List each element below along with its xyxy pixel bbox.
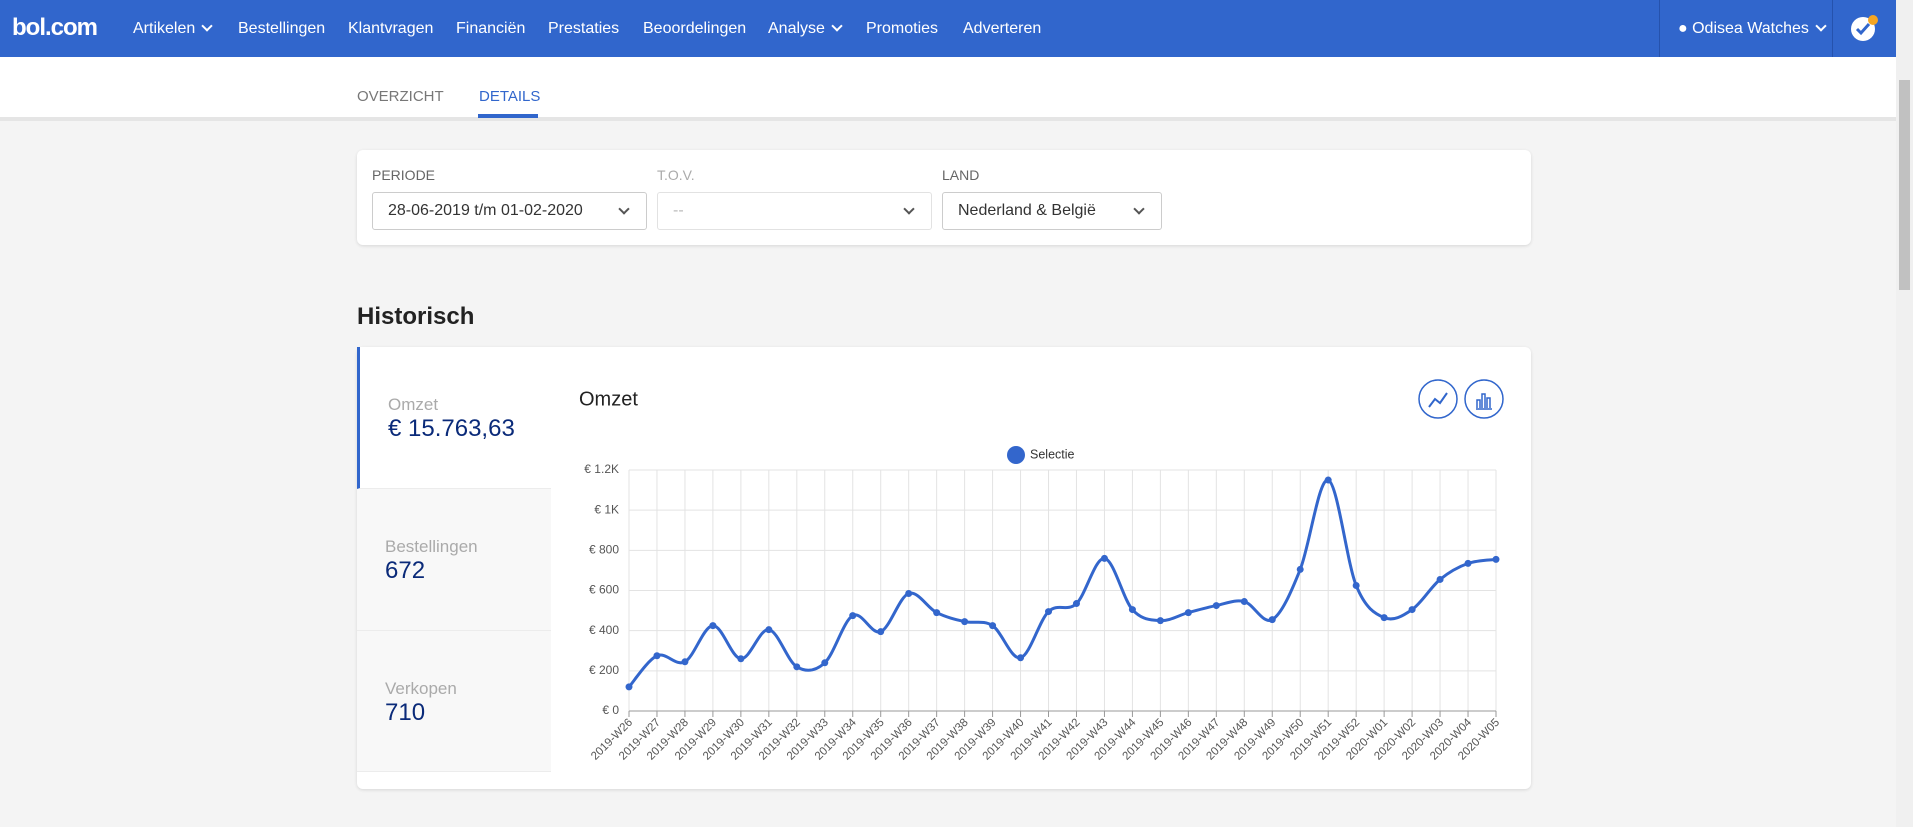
point [737,655,745,663]
line [627,478,1497,688]
nav-item[interactable]: Bestellingen [238,20,326,37]
point [1017,654,1025,662]
point [1240,598,1248,606]
nav-item[interactable]: Analyse [768,20,843,38]
point [849,612,857,620]
tab-bar [0,57,1896,121]
point [1128,606,1136,614]
nav-label[interactable]: Artikelen [133,20,196,37]
point [765,626,773,634]
compare-select: -- [657,192,932,230]
filter-label: LAND [942,167,980,183]
line-view-button[interactable] [1418,379,1458,419]
nav-item[interactable]: Financiën [456,20,526,37]
point [1184,609,1192,617]
nav-item[interactable]: Adverteren [963,20,1042,37]
point [961,618,969,626]
logo[interactable]: bol.com [12,14,98,41]
point [1408,606,1416,614]
point [989,622,997,630]
point [1100,554,1108,562]
point [1436,575,1444,583]
point [1072,600,1080,608]
metric-value: € 15.763,63 [388,415,515,442]
filter-label: PERIODE [372,167,436,183]
tab[interactable]: OVERZICHT [357,88,444,105]
select-value: -- [673,202,684,219]
notifications[interactable] [1850,14,1880,44]
metric-label: Verkopen [385,679,457,698]
select-value: 28-06-2019 t/m 01-02-2020 [388,202,583,219]
point [1352,581,1360,589]
chart-card [357,347,1531,789]
user-name[interactable]: Odisea Watches [1692,20,1809,37]
metric-label: Omzet [388,395,439,414]
y-tick-label: € 1.2K [584,462,619,476]
legend-marker [1007,446,1025,464]
point [1268,616,1276,624]
point [1156,617,1164,625]
point [1212,602,1220,610]
nav-item[interactable]: Prestaties [548,20,620,37]
y-tick-label: € 600 [589,583,619,597]
metric-tab-active[interactable]: Omzet € 15.763,63 [357,347,551,489]
metric-value: 710 [385,699,426,726]
point [709,622,717,630]
point [1492,555,1500,563]
point [681,658,689,666]
point [821,659,829,667]
country-select[interactable]: Nederland & België [942,192,1162,230]
point [793,663,801,671]
metric-value: 672 [385,557,426,584]
user-menu[interactable]: ● Odisea Watches [1678,20,1827,38]
point [1464,559,1472,567]
nav-item[interactable]: Klantvragen [348,20,434,37]
filter-label: T.O.V. [657,167,695,183]
metric-label: Bestellingen [385,537,478,556]
nav-item[interactable]: Promoties [866,20,939,37]
period-select[interactable]: 28-06-2019 t/m 01-02-2020 [372,192,647,230]
point [877,628,885,636]
y-tick-label: € 800 [589,543,619,557]
chart-title: Omzet [579,388,638,410]
point [905,590,913,598]
y-tick-label: € 1K [594,502,619,516]
nav-item[interactable]: Beoordelingen [643,20,747,37]
nav-item[interactable]: Artikelen [133,20,213,38]
nav-label[interactable]: Analyse [768,20,825,37]
point [1380,614,1388,622]
legend-label: Selectie [1030,447,1075,461]
point [1324,476,1332,484]
point [933,609,941,617]
y-tick-label: € 400 [589,623,619,637]
select-value: Nederland & België [958,202,1096,219]
y-tick-label: € 0 [602,703,619,717]
bar-view-button[interactable] [1464,379,1504,419]
point [653,652,661,660]
point [1296,565,1304,573]
tab-active[interactable]: DETAILS [479,88,541,105]
metric-tab[interactable]: Verkopen 710 [357,631,551,772]
top-nav: bol.com Artikelen Bestellingen Klantvrag… [0,0,1896,57]
point [625,683,633,691]
metric-tab[interactable]: Bestellingen 672 [357,489,551,631]
y-tick-label: € 200 [589,663,619,677]
section-title: Historisch [357,303,475,330]
point [1045,608,1053,616]
